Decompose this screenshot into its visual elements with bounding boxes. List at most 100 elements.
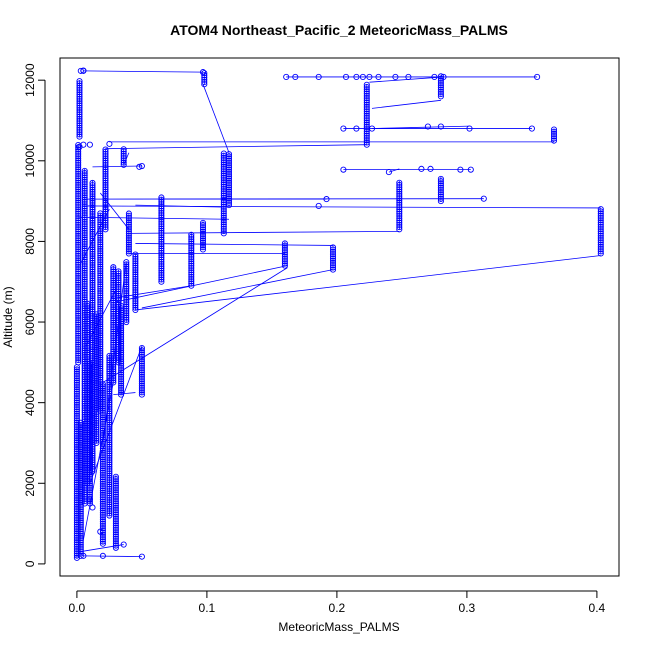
- data-point: [188, 258, 195, 265]
- data-point: [158, 196, 165, 203]
- data-point: [77, 419, 84, 426]
- series-line-segment: [135, 204, 224, 208]
- data-point: [97, 301, 104, 308]
- data-point: [89, 244, 96, 251]
- data-point: [93, 322, 100, 329]
- data-point: [102, 221, 109, 228]
- data-point: [97, 285, 104, 292]
- data-point: [75, 312, 82, 319]
- data-point: [77, 477, 84, 484]
- data-point: [93, 397, 100, 404]
- data-point: [112, 522, 119, 529]
- data-point: [132, 282, 139, 289]
- data-point: [93, 371, 100, 378]
- data-point: [550, 135, 558, 142]
- data-point: [123, 259, 130, 266]
- data-point: [115, 277, 122, 284]
- data-point: [158, 227, 165, 234]
- data-point: [597, 239, 604, 246]
- data-point: [89, 386, 96, 393]
- data-point: [93, 413, 100, 420]
- data-point: [220, 221, 227, 228]
- data-point: [89, 352, 96, 359]
- data-point: [225, 191, 233, 198]
- data-point: [125, 237, 132, 244]
- data-point: [75, 310, 82, 317]
- data-point: [112, 531, 119, 538]
- data-point: [118, 391, 125, 398]
- data-point: [158, 203, 165, 210]
- data-point: [123, 283, 130, 290]
- data-point: [281, 242, 288, 249]
- data-point: [106, 397, 113, 404]
- data-point: [99, 496, 106, 503]
- data-point: [89, 275, 96, 282]
- data-point: [597, 214, 604, 222]
- data-point: [363, 92, 370, 99]
- data-point: [102, 226, 109, 233]
- data-point: [188, 242, 195, 249]
- data-point: [89, 312, 96, 320]
- data-point: [315, 73, 322, 80]
- data-point: [86, 482, 93, 489]
- data-point: [118, 338, 125, 345]
- data-point: [102, 195, 109, 202]
- data-point: [80, 552, 87, 559]
- data-point: [424, 123, 431, 130]
- data-point: [73, 381, 80, 388]
- data-point: [138, 356, 145, 363]
- data-point: [106, 414, 113, 422]
- data-point: [106, 496, 113, 504]
- data-point: [97, 292, 104, 299]
- data-point: [597, 241, 604, 248]
- data-point: [363, 99, 370, 106]
- data-point: [89, 434, 96, 441]
- data-point: [75, 164, 82, 171]
- data-point: [81, 198, 88, 205]
- data-point: [550, 126, 558, 133]
- data-point: [437, 88, 444, 95]
- data-point: [188, 245, 195, 252]
- data-point: [115, 270, 122, 277]
- data-point: [363, 95, 370, 102]
- data-point: [102, 164, 109, 171]
- data-point: [138, 353, 145, 360]
- series-line-segment: [115, 265, 288, 303]
- data-point: [199, 233, 207, 240]
- data-point: [199, 222, 207, 229]
- data-point: [97, 374, 104, 381]
- data-point: [125, 239, 132, 246]
- data-point: [118, 362, 125, 369]
- data-point: [118, 378, 125, 385]
- data-point: [199, 226, 207, 233]
- data-point: [89, 195, 96, 202]
- data-point: [99, 432, 106, 439]
- data-point: [99, 401, 106, 408]
- data-point: [77, 519, 84, 526]
- data-point: [89, 370, 96, 377]
- data-point: [97, 248, 104, 255]
- data-point: [89, 264, 96, 271]
- data-point: [73, 399, 80, 406]
- data-point: [225, 162, 233, 169]
- data-point: [102, 190, 109, 197]
- data-point: [106, 140, 113, 147]
- data-point: [73, 395, 80, 402]
- data-point: [329, 246, 337, 253]
- data-point: [99, 511, 106, 518]
- data-point: [201, 81, 208, 88]
- data-point: [132, 302, 139, 309]
- data-point: [225, 171, 233, 178]
- data-point: [112, 495, 119, 503]
- data-point: [89, 408, 96, 415]
- data-point: [158, 221, 165, 228]
- data-point: [115, 286, 122, 293]
- data-point: [396, 226, 403, 233]
- data-point: [81, 267, 88, 274]
- data-point: [97, 316, 104, 323]
- data-point: [99, 418, 106, 425]
- data-point: [89, 206, 96, 213]
- data-point: [99, 507, 106, 514]
- data-point: [102, 181, 109, 189]
